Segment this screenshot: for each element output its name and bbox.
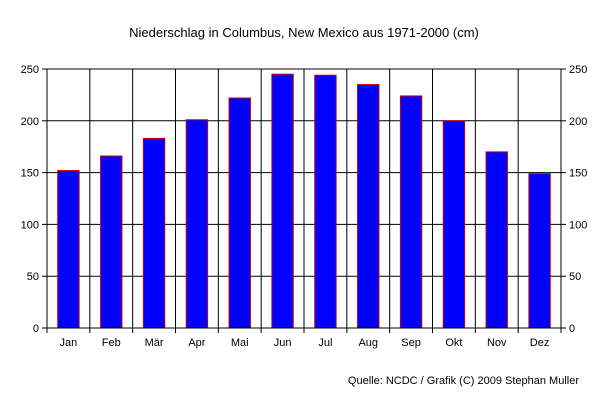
y-tick-label-left: 200 [21, 116, 39, 128]
y-tick-label-right: 0 [569, 323, 575, 335]
x-tick-label: Dez [530, 337, 550, 349]
bar-jan [57, 170, 80, 329]
y-axis-right: 0 50 100 150 200 250 [561, 64, 587, 335]
x-tick-label: Okt [445, 337, 462, 349]
bar-mär [142, 137, 166, 329]
y-tick-label-right: 150 [569, 168, 587, 180]
x-tick-label: Aug [358, 337, 378, 349]
grid-lines [47, 69, 561, 328]
y-tick-label-left: 100 [21, 219, 39, 231]
bar-nov [485, 151, 508, 329]
x-tick-label: Jan [60, 337, 78, 349]
x-tick-label: Feb [102, 337, 121, 349]
y-axis-left: 0 50 100 150 200 250 [21, 64, 47, 335]
bar-sep [399, 95, 423, 329]
y-tick-label-right: 100 [569, 219, 587, 231]
x-axis: Jan Feb Mär Apr Mai Jun Jul Aug Sep Okt Nov Dez [46, 328, 562, 349]
x-tick-label: Apr [188, 337, 205, 349]
bar-jul [314, 74, 337, 329]
x-tick-label: Jun [274, 337, 292, 349]
y-tick-label-left: 0 [33, 323, 39, 335]
y-tick-label-right: 200 [569, 116, 587, 128]
x-tick-label: Jul [318, 337, 332, 349]
bar-okt [442, 120, 466, 329]
bar-feb [100, 155, 123, 329]
x-tick-label: Sep [401, 337, 421, 349]
y-tick-label-left: 250 [21, 64, 39, 76]
y-tick-label-left: 50 [27, 271, 39, 283]
bar-jun [271, 73, 294, 329]
bar-mai [228, 97, 251, 329]
chart-title: Niederschlag in Columbus, New Mexico aus… [129, 25, 479, 40]
x-tick-label: Mai [231, 337, 249, 349]
x-tick-label: Nov [487, 337, 507, 349]
source-note: Quelle: NCDC / Grafik (C) 2009 Stephan M… [348, 375, 579, 387]
y-tick-label-right: 50 [569, 271, 581, 283]
y-tick-label-left: 150 [21, 168, 39, 180]
y-tick-label-right: 250 [569, 64, 587, 76]
bar-dez [528, 173, 551, 329]
bar-apr [185, 119, 209, 329]
bar-aug [357, 84, 380, 329]
x-tick-label: Mär [145, 337, 164, 349]
